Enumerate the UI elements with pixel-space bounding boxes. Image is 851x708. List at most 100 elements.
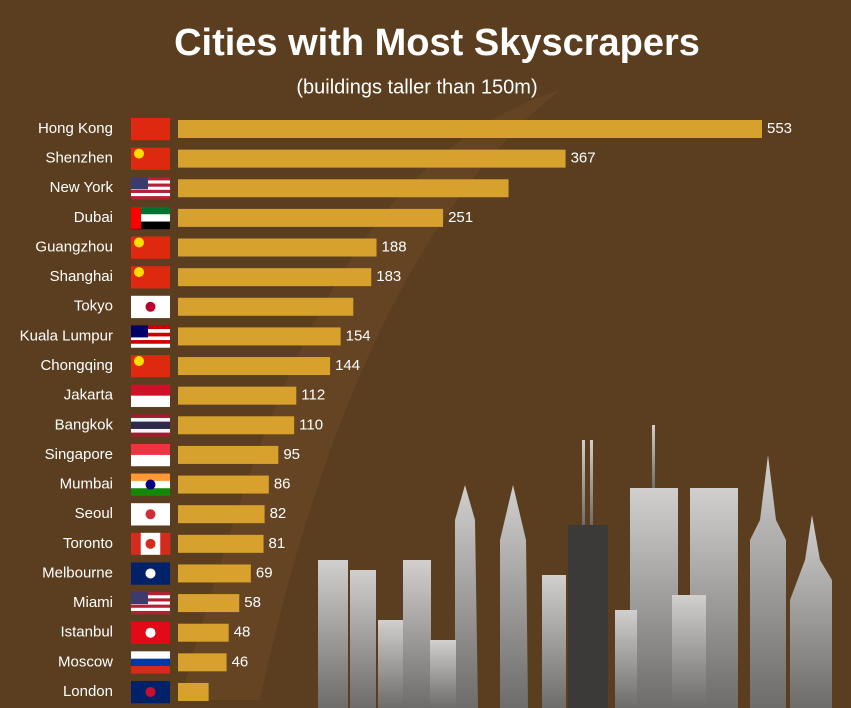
bar <box>178 445 279 464</box>
bar <box>178 149 566 168</box>
value-label: 46 <box>232 653 249 670</box>
bar <box>178 120 762 138</box>
flag-stripe <box>131 607 170 612</box>
flag-stripe <box>131 196 170 200</box>
flag-canton <box>131 177 148 190</box>
flag-stripe <box>131 428 170 433</box>
flag-stripe <box>131 384 170 396</box>
value-label: 82 <box>270 505 287 522</box>
flag <box>131 295 170 319</box>
flag <box>131 562 170 585</box>
flag <box>131 503 170 526</box>
flag-stripe <box>131 473 170 482</box>
flag <box>131 325 170 348</box>
flag-hoist <box>131 206 141 229</box>
category-label: Tokyo <box>74 298 113 315</box>
flag-stripe <box>131 592 170 596</box>
flag-stripe <box>131 658 170 667</box>
flag <box>131 177 170 200</box>
flag <box>131 206 170 230</box>
flag-stripe <box>131 443 170 456</box>
flag-stripe <box>160 532 171 555</box>
flag-stripe <box>131 432 170 437</box>
flag-stripe <box>131 595 170 599</box>
flag-stripe <box>131 610 170 615</box>
value-label: 251 <box>448 209 473 226</box>
category-label: Dubai <box>74 209 113 226</box>
skyline <box>318 425 832 708</box>
flag-stripe <box>131 414 170 419</box>
flag-stripe <box>131 325 170 330</box>
value-label: 86 <box>274 476 291 493</box>
flag-stripe <box>131 177 170 181</box>
flag-stripe <box>131 332 170 337</box>
flag-stripe <box>131 651 170 659</box>
flag <box>131 592 170 615</box>
flag <box>131 621 170 645</box>
flag-emblem <box>134 237 144 248</box>
flag-stripe <box>131 340 170 345</box>
category-label: Bangkok <box>55 416 114 433</box>
category-label: Guangzhou <box>35 238 113 255</box>
bar <box>178 268 372 287</box>
flag <box>131 147 170 170</box>
bar <box>178 594 240 613</box>
category-label: Singapore <box>45 446 113 463</box>
value-label: 144 <box>335 357 360 374</box>
flag <box>131 266 170 289</box>
flag <box>131 355 170 378</box>
bar <box>178 653 227 672</box>
category-label: Shanghai <box>50 268 113 285</box>
flag-stripe <box>131 488 170 496</box>
flag-stripe <box>131 395 170 407</box>
flag-canton <box>131 592 148 605</box>
value-label: 183 <box>376 268 401 285</box>
category-label: New York <box>50 179 114 196</box>
flag-emblem <box>134 148 144 159</box>
watermark-swoosh <box>180 90 560 700</box>
chart-title: Cities with Most Skyscrapers <box>174 22 700 64</box>
value-label: 69 <box>256 564 273 581</box>
value-label: 188 <box>382 238 407 255</box>
category-label: Melbourne <box>42 564 113 581</box>
flag <box>131 384 170 407</box>
bar <box>178 238 377 257</box>
value-label: 110 <box>299 416 323 433</box>
value-label: 367 <box>571 150 596 167</box>
value-label: 154 <box>346 327 371 344</box>
category-label: Hong Kong <box>38 120 113 137</box>
bar <box>178 327 341 346</box>
bar <box>178 416 295 435</box>
flag-stripe <box>131 186 170 191</box>
bar <box>178 386 297 405</box>
category-label: Toronto <box>63 535 113 552</box>
bar <box>178 534 264 553</box>
flag-stripe <box>131 189 170 194</box>
bar <box>178 564 251 583</box>
flag <box>131 118 170 141</box>
flag-stripe <box>131 421 170 426</box>
bar <box>178 505 265 524</box>
category-label: Chongqing <box>40 357 113 374</box>
flag-emblem <box>145 538 156 549</box>
flag-stripe <box>150 532 161 555</box>
flag-stripe <box>131 329 170 334</box>
flag-stripe <box>131 192 170 197</box>
flag-emblem <box>145 686 156 697</box>
flag-stripe <box>131 425 170 430</box>
flag-stripe <box>131 343 170 348</box>
flag-emblem <box>134 356 144 367</box>
flag-emblem <box>145 301 156 312</box>
flag <box>131 680 170 704</box>
flag-stripe <box>131 214 170 222</box>
value-label: 112 <box>301 387 325 404</box>
flag <box>131 532 171 555</box>
flag <box>131 236 170 259</box>
flag-stripe <box>131 206 170 215</box>
flag-stripe <box>131 336 170 341</box>
flag-emblem <box>145 479 156 490</box>
value-label: 48 <box>234 624 251 641</box>
flag <box>131 651 170 674</box>
